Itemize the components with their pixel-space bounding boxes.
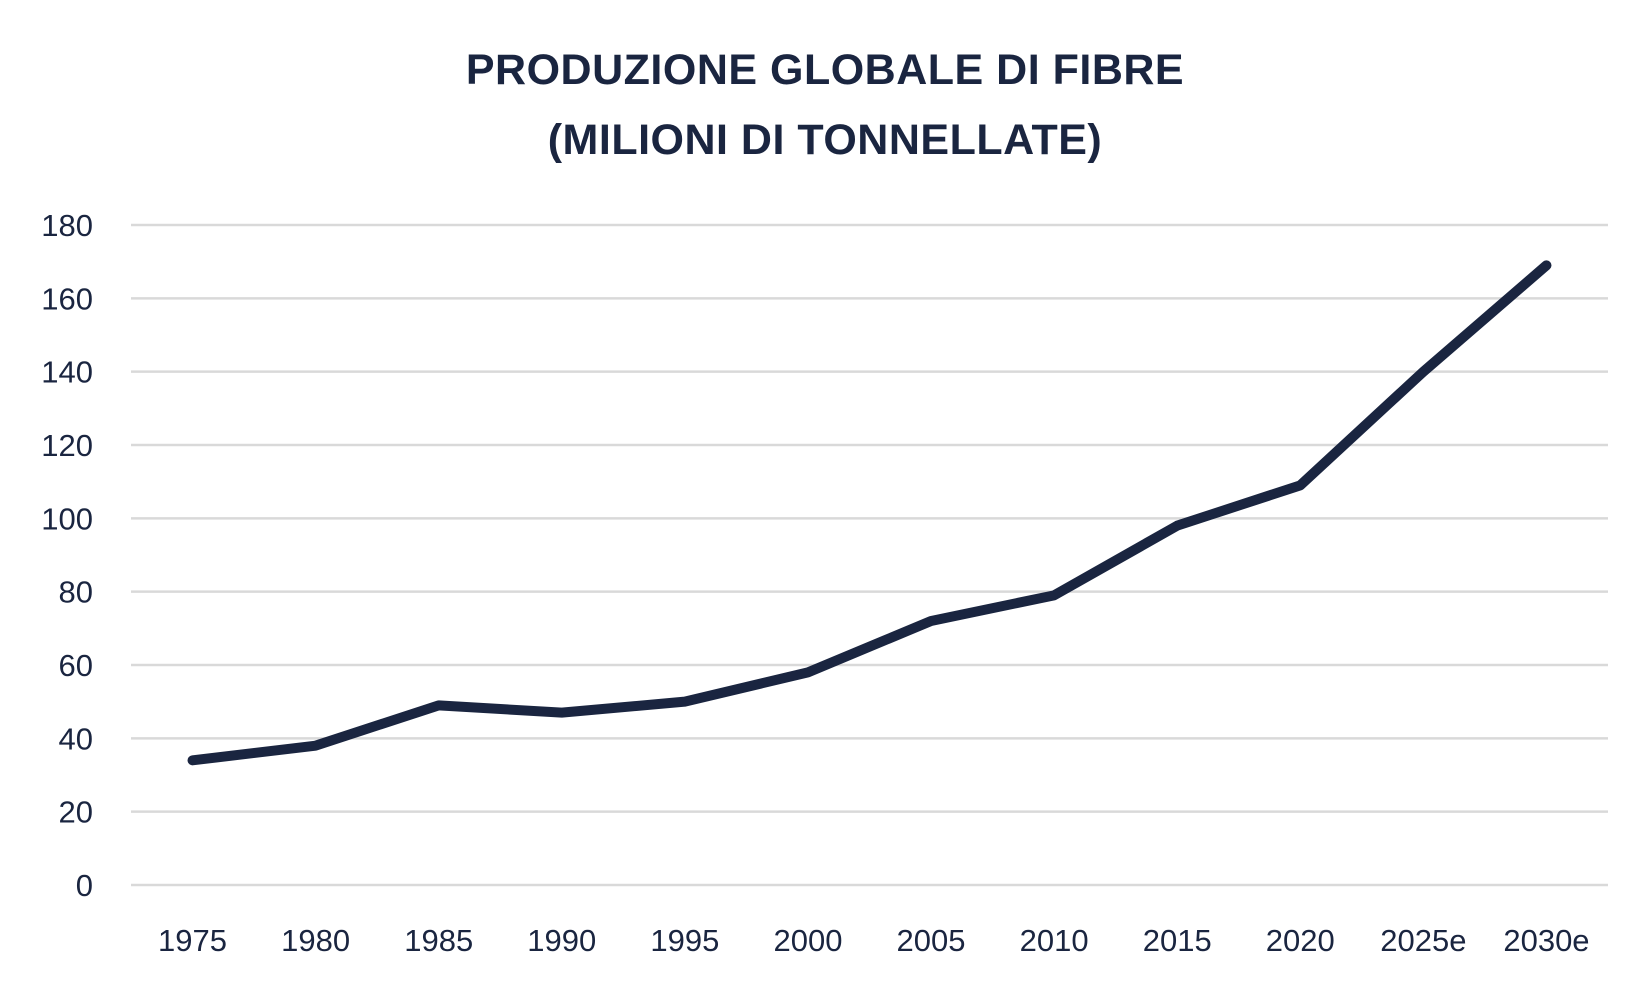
x-tick-label: 2025e (1380, 923, 1466, 958)
y-tick-label: 80 (59, 575, 93, 610)
chart-title-line-1: PRODUZIONE GLOBALE DI FIBRE (465, 46, 1185, 94)
x-tick-label: 2030e (1503, 923, 1589, 958)
y-tick-label: 160 (41, 281, 93, 316)
chart-title-line-2: (MILIONI DI TONNELLATE) (547, 116, 1103, 164)
chart-title: PRODUZIONE GLOBALE DI FIBRE (MILIONI DI … (0, 35, 1650, 175)
x-tick-label: 1985 (404, 923, 473, 958)
x-tick-label: 2015 (1143, 923, 1212, 958)
y-tick-label: 40 (59, 721, 93, 756)
x-tick-label: 2010 (1020, 923, 1089, 958)
y-tick-label: 20 (59, 795, 93, 830)
y-tick-label: 100 (41, 501, 93, 536)
y-tick-label: 120 (41, 428, 93, 463)
x-tick-label: 1995 (650, 923, 719, 958)
x-tick-label: 1975 (158, 923, 227, 958)
y-tick-label: 180 (41, 208, 93, 243)
x-tick-label: 1980 (281, 923, 350, 958)
x-tick-label: 1990 (527, 923, 596, 958)
x-tick-label: 2020 (1266, 923, 1335, 958)
y-tick-label: 140 (41, 355, 93, 390)
x-tick-label: 2005 (897, 923, 966, 958)
x-tick-label: 2000 (773, 923, 842, 958)
series-line (187, 260, 1552, 766)
y-tick-label: 0 (76, 868, 93, 903)
y-tick-label: 60 (59, 648, 93, 683)
